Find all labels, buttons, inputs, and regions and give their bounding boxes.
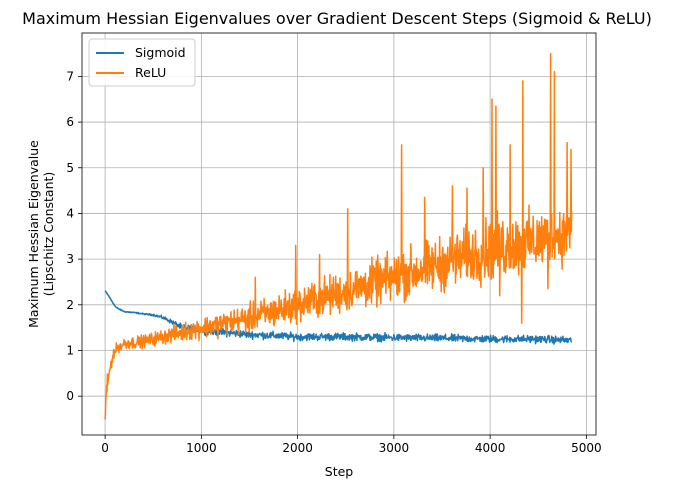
legend-label-relu: ReLU	[135, 65, 166, 80]
y-tick-label: 4	[66, 206, 74, 220]
legend-box	[88, 38, 196, 87]
legend: Sigmoid ReLU	[88, 38, 196, 87]
series-line-relu	[104, 52, 573, 420]
x-tick-label: 5000	[571, 441, 602, 455]
x-tick-label: 2000	[282, 441, 313, 455]
y-tick-label: 7	[66, 69, 74, 83]
y-axis-label-line-1: Maximum Hessian Eigenvalue	[26, 140, 41, 328]
y-tick-label: 2	[66, 298, 74, 312]
x-tick-label: 3000	[379, 441, 410, 455]
chart-title: Maximum Hessian Eigenvalues over Gradien…	[22, 9, 652, 28]
y-axis-label-line-2: (Lipschitz Constant)	[41, 172, 56, 297]
legend-label-sigmoid: Sigmoid	[135, 45, 186, 60]
y-tick-label: 3	[66, 252, 74, 266]
y-tick-label: 5	[66, 161, 74, 175]
ticks: 0 1000 2000 3000 4000 5000 0 1 2 3 4 5 6 7	[66, 69, 601, 455]
plot-frame	[81, 32, 597, 436]
y-tick-label: 0	[66, 389, 74, 403]
x-tick-label: 4000	[475, 441, 506, 455]
x-tick-label: 0	[101, 441, 109, 455]
series-layer	[104, 52, 573, 420]
x-tick-label: 1000	[186, 441, 217, 455]
x-axis-label: Step	[325, 464, 354, 479]
y-tick-label: 6	[66, 115, 74, 129]
y-axis-label: Maximum Hessian Eigenvalue (Lipschitz Co…	[26, 140, 56, 328]
y-tick-label: 1	[66, 343, 74, 357]
